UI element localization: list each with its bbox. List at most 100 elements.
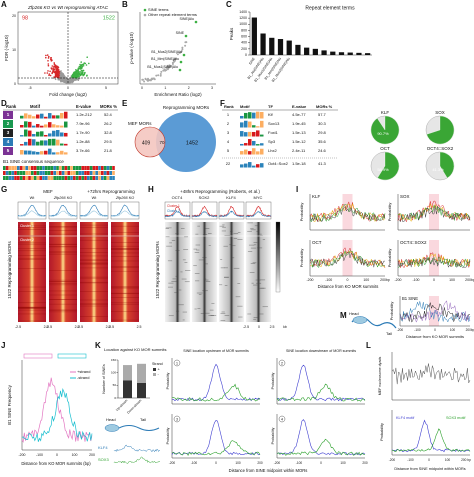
rank-box xyxy=(3,111,13,119)
profile-frame xyxy=(110,201,140,220)
heatmap-row xyxy=(80,260,108,261)
heatmap-row xyxy=(220,312,226,314)
logo-letter xyxy=(240,115,244,119)
trace xyxy=(113,444,161,453)
point xyxy=(53,68,56,71)
x-tick-label: 100 xyxy=(340,461,346,465)
heatmap-row xyxy=(204,228,210,229)
bar xyxy=(304,47,310,55)
trace xyxy=(218,210,245,218)
legend-swatch xyxy=(153,373,156,376)
sequence-base xyxy=(109,176,112,180)
heatmap-row xyxy=(18,286,46,288)
x-tick-label: 0 xyxy=(141,86,143,90)
logo-letter xyxy=(28,114,32,119)
logo-letter xyxy=(24,113,28,119)
point xyxy=(47,63,50,65)
label: Foxl1 xyxy=(268,130,279,135)
label: 98 xyxy=(22,15,28,21)
point xyxy=(54,74,57,77)
point xyxy=(49,74,52,77)
heatmap-row xyxy=(255,279,261,281)
bar xyxy=(286,40,292,55)
x-tick-label: 5 xyxy=(105,86,107,90)
label: OCT4::SOX2 xyxy=(400,240,427,245)
heatmap-row xyxy=(80,303,108,305)
heatmap-row xyxy=(224,235,231,236)
heatmap-row xyxy=(193,265,197,267)
heatmap-row xyxy=(18,229,46,230)
heatmap-row xyxy=(18,308,46,309)
heatmap-row xyxy=(252,262,257,264)
point xyxy=(50,68,53,70)
x-tick-label: -100 xyxy=(36,453,43,457)
logo-letter xyxy=(36,151,40,155)
label: Reprogramming MORs xyxy=(163,105,210,110)
heatmap-row xyxy=(247,313,252,315)
point xyxy=(176,53,179,56)
x-tick-label: 0 xyxy=(56,453,58,457)
label: SOX xyxy=(400,194,410,199)
heatmap-row xyxy=(196,249,200,251)
label: +48hrs Reprogramming (Roberts, et al.) xyxy=(180,189,260,194)
sequence-base xyxy=(87,166,90,170)
bar xyxy=(123,365,132,381)
summit-band xyxy=(342,240,353,276)
heatmap-row xyxy=(80,248,108,249)
logo-letter xyxy=(260,120,264,128)
logo-letter xyxy=(28,138,32,146)
label: OCT4::SOX2 xyxy=(427,146,454,151)
profile-frame xyxy=(164,201,191,220)
sequence-base xyxy=(109,166,112,170)
label: 4 xyxy=(281,417,283,421)
trace xyxy=(392,428,471,453)
sequence-base xyxy=(81,171,84,175)
sequence-base xyxy=(89,176,93,180)
point xyxy=(63,74,65,77)
label: Number of SINEs xyxy=(102,364,106,394)
sequence-base xyxy=(5,171,9,175)
trace xyxy=(397,205,471,223)
label: 3 xyxy=(227,130,230,135)
sequence-base xyxy=(39,176,42,180)
sequence-base xyxy=(56,171,59,175)
heatmap-row xyxy=(259,235,263,237)
sequence-base xyxy=(103,176,107,180)
point xyxy=(62,72,64,75)
trace xyxy=(245,211,272,218)
bar xyxy=(338,52,345,55)
heatmap-row xyxy=(208,245,211,246)
heatmap-row xyxy=(49,283,77,284)
label: 35.6 xyxy=(318,139,327,144)
panel-letter: I xyxy=(296,185,298,194)
heatmap-row xyxy=(195,244,201,246)
point xyxy=(46,72,49,74)
label: 29.8 xyxy=(318,130,327,135)
heatmap-row xyxy=(231,257,235,259)
heatmap-row xyxy=(18,255,46,256)
heatmap-row xyxy=(258,287,265,289)
point xyxy=(82,65,85,67)
heatmap-row xyxy=(49,303,77,305)
label: Distance from KO MOR summits xyxy=(406,334,464,339)
sequence-base xyxy=(42,166,45,170)
point xyxy=(157,74,160,77)
point xyxy=(68,78,70,81)
label: Location against KO MOR summits xyxy=(104,347,166,352)
y-tick-label: 50 xyxy=(113,383,117,387)
heatmap-row xyxy=(220,259,223,260)
heatmap-row xyxy=(49,281,77,283)
label: Peaks xyxy=(229,27,234,40)
bar xyxy=(123,380,132,398)
heatmap-row xyxy=(254,225,258,227)
heatmap-row xyxy=(198,294,202,295)
x-tick-label: 2.5 xyxy=(270,325,275,329)
label: Zfp266 KO vs Wt reprogramming ATAC xyxy=(27,5,109,10)
heatmap-row xyxy=(253,318,257,320)
heatmap-row xyxy=(222,226,226,228)
sequence-base xyxy=(33,176,37,180)
heatmap-row xyxy=(49,246,77,247)
logo-letter xyxy=(52,138,56,146)
x-tick-label: 200 xyxy=(89,453,95,457)
point xyxy=(59,74,62,76)
